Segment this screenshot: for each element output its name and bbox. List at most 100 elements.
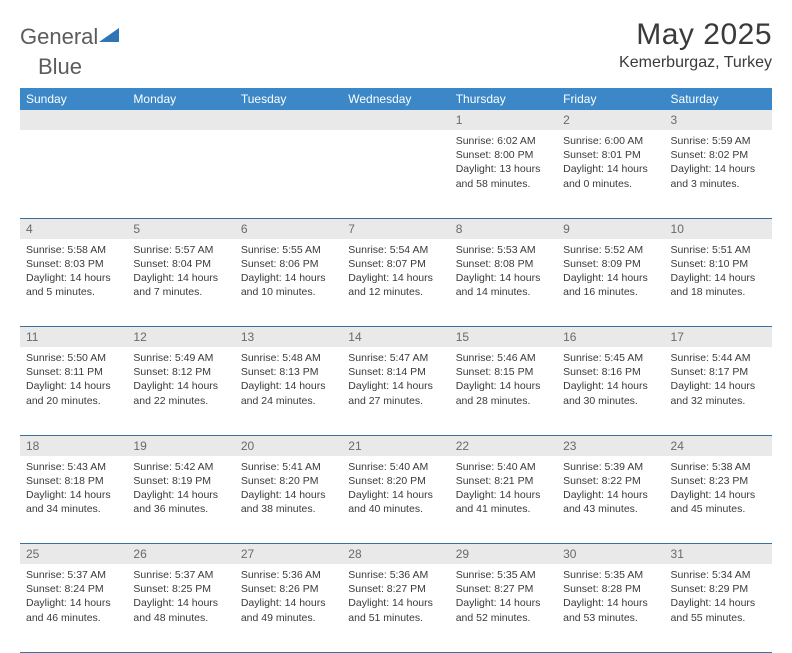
sunset-line: Sunset: 8:07 PM: [348, 257, 443, 271]
day-data: Sunrise: 5:41 AMSunset: 8:20 PMDaylight:…: [235, 456, 342, 523]
day-cell: Sunrise: 5:37 AMSunset: 8:24 PMDaylight:…: [20, 564, 127, 652]
daynum-cell: 31: [665, 544, 772, 565]
daylight-line: Daylight: 14 hours and 16 minutes.: [563, 271, 658, 299]
sunrise-line: Sunrise: 5:50 AM: [26, 351, 121, 365]
daynum-row: 11121314151617: [20, 327, 772, 348]
daynum-cell: 19: [127, 435, 234, 456]
daynum-row: 123: [20, 110, 772, 130]
daynum-row: 18192021222324: [20, 435, 772, 456]
daylight-line: Daylight: 14 hours and 49 minutes.: [241, 596, 336, 624]
weekday-header: Tuesday: [235, 88, 342, 110]
day-cell: Sunrise: 5:45 AMSunset: 8:16 PMDaylight:…: [557, 347, 664, 435]
sunrise-line: Sunrise: 5:35 AM: [563, 568, 658, 582]
daydata-row: Sunrise: 5:43 AMSunset: 8:18 PMDaylight:…: [20, 456, 772, 544]
day-data: Sunrise: 5:40 AMSunset: 8:21 PMDaylight:…: [450, 456, 557, 523]
sunset-line: Sunset: 8:28 PM: [563, 582, 658, 596]
day-data: Sunrise: 6:00 AMSunset: 8:01 PMDaylight:…: [557, 130, 664, 197]
daynum-cell: 24: [665, 435, 772, 456]
day-cell: Sunrise: 5:57 AMSunset: 8:04 PMDaylight:…: [127, 239, 234, 327]
sunset-line: Sunset: 8:16 PM: [563, 365, 658, 379]
sunrise-line: Sunrise: 5:54 AM: [348, 243, 443, 257]
day-cell: Sunrise: 5:36 AMSunset: 8:26 PMDaylight:…: [235, 564, 342, 652]
sunset-line: Sunset: 8:01 PM: [563, 148, 658, 162]
daynum-cell: 6: [235, 218, 342, 239]
daylight-line: Daylight: 14 hours and 3 minutes.: [671, 162, 766, 190]
day-cell: Sunrise: 5:44 AMSunset: 8:17 PMDaylight:…: [665, 347, 772, 435]
sunrise-line: Sunrise: 5:39 AM: [563, 460, 658, 474]
daynum-cell: 4: [20, 218, 127, 239]
sunrise-line: Sunrise: 5:35 AM: [456, 568, 551, 582]
daynum-cell: 1: [450, 110, 557, 130]
daynum-cell: 15: [450, 327, 557, 348]
daylight-line: Daylight: 14 hours and 5 minutes.: [26, 271, 121, 299]
daynum-cell: 9: [557, 218, 664, 239]
daynum-row: 45678910: [20, 218, 772, 239]
daylight-line: Daylight: 14 hours and 32 minutes.: [671, 379, 766, 407]
day-data: Sunrise: 5:37 AMSunset: 8:24 PMDaylight:…: [20, 564, 127, 631]
sunrise-line: Sunrise: 5:43 AM: [26, 460, 121, 474]
daynum-cell: 3: [665, 110, 772, 130]
sunrise-line: Sunrise: 5:55 AM: [241, 243, 336, 257]
sunrise-line: Sunrise: 5:38 AM: [671, 460, 766, 474]
daynum-cell: 29: [450, 544, 557, 565]
sunrise-line: Sunrise: 5:36 AM: [348, 568, 443, 582]
day-cell: Sunrise: 6:02 AMSunset: 8:00 PMDaylight:…: [450, 130, 557, 218]
daylight-line: Daylight: 14 hours and 18 minutes.: [671, 271, 766, 299]
daylight-line: Daylight: 14 hours and 52 minutes.: [456, 596, 551, 624]
weekday-header: Thursday: [450, 88, 557, 110]
day-cell: Sunrise: 5:35 AMSunset: 8:28 PMDaylight:…: [557, 564, 664, 652]
day-cell: Sunrise: 5:37 AMSunset: 8:25 PMDaylight:…: [127, 564, 234, 652]
day-data: Sunrise: 5:44 AMSunset: 8:17 PMDaylight:…: [665, 347, 772, 414]
day-cell: Sunrise: 5:41 AMSunset: 8:20 PMDaylight:…: [235, 456, 342, 544]
day-cell: Sunrise: 5:35 AMSunset: 8:27 PMDaylight:…: [450, 564, 557, 652]
day-cell: [342, 130, 449, 218]
day-cell: Sunrise: 5:58 AMSunset: 8:03 PMDaylight:…: [20, 239, 127, 327]
daynum-cell: 14: [342, 327, 449, 348]
day-data: Sunrise: 5:35 AMSunset: 8:27 PMDaylight:…: [450, 564, 557, 631]
daynum-cell: 30: [557, 544, 664, 565]
sunrise-line: Sunrise: 5:48 AM: [241, 351, 336, 365]
sunset-line: Sunset: 8:11 PM: [26, 365, 121, 379]
day-cell: Sunrise: 5:54 AMSunset: 8:07 PMDaylight:…: [342, 239, 449, 327]
daydata-row: Sunrise: 5:58 AMSunset: 8:03 PMDaylight:…: [20, 239, 772, 327]
daylight-line: Daylight: 14 hours and 24 minutes.: [241, 379, 336, 407]
sunset-line: Sunset: 8:27 PM: [348, 582, 443, 596]
day-cell: Sunrise: 5:51 AMSunset: 8:10 PMDaylight:…: [665, 239, 772, 327]
sunset-line: Sunset: 8:27 PM: [456, 582, 551, 596]
daynum-cell: [235, 110, 342, 130]
day-data: Sunrise: 5:39 AMSunset: 8:22 PMDaylight:…: [557, 456, 664, 523]
daynum-cell: 16: [557, 327, 664, 348]
day-data: Sunrise: 5:43 AMSunset: 8:18 PMDaylight:…: [20, 456, 127, 523]
day-data: Sunrise: 5:34 AMSunset: 8:29 PMDaylight:…: [665, 564, 772, 631]
day-cell: Sunrise: 5:34 AMSunset: 8:29 PMDaylight:…: [665, 564, 772, 652]
sunrise-line: Sunrise: 5:40 AM: [456, 460, 551, 474]
sunrise-line: Sunrise: 5:45 AM: [563, 351, 658, 365]
day-data: Sunrise: 5:46 AMSunset: 8:15 PMDaylight:…: [450, 347, 557, 414]
day-data: Sunrise: 5:36 AMSunset: 8:27 PMDaylight:…: [342, 564, 449, 631]
daynum-cell: 13: [235, 327, 342, 348]
sunset-line: Sunset: 8:10 PM: [671, 257, 766, 271]
daylight-line: Daylight: 14 hours and 36 minutes.: [133, 488, 228, 516]
daynum-cell: 18: [20, 435, 127, 456]
daynum-cell: 23: [557, 435, 664, 456]
sunset-line: Sunset: 8:21 PM: [456, 474, 551, 488]
day-cell: Sunrise: 5:40 AMSunset: 8:21 PMDaylight:…: [450, 456, 557, 544]
sunset-line: Sunset: 8:20 PM: [241, 474, 336, 488]
sunrise-line: Sunrise: 5:59 AM: [671, 134, 766, 148]
sunset-line: Sunset: 8:25 PM: [133, 582, 228, 596]
daylight-line: Daylight: 14 hours and 12 minutes.: [348, 271, 443, 299]
daynum-cell: [342, 110, 449, 130]
sunrise-line: Sunrise: 6:02 AM: [456, 134, 551, 148]
daylight-line: Daylight: 14 hours and 22 minutes.: [133, 379, 228, 407]
weekday-header: Saturday: [665, 88, 772, 110]
daylight-line: Daylight: 14 hours and 48 minutes.: [133, 596, 228, 624]
daylight-line: Daylight: 14 hours and 34 minutes.: [26, 488, 121, 516]
sunset-line: Sunset: 8:08 PM: [456, 257, 551, 271]
sunrise-line: Sunrise: 5:49 AM: [133, 351, 228, 365]
day-cell: Sunrise: 5:36 AMSunset: 8:27 PMDaylight:…: [342, 564, 449, 652]
sunset-line: Sunset: 8:24 PM: [26, 582, 121, 596]
logo: General: [20, 18, 123, 50]
daydata-row: Sunrise: 5:37 AMSunset: 8:24 PMDaylight:…: [20, 564, 772, 652]
daylight-line: Daylight: 14 hours and 27 minutes.: [348, 379, 443, 407]
daylight-line: Daylight: 14 hours and 53 minutes.: [563, 596, 658, 624]
